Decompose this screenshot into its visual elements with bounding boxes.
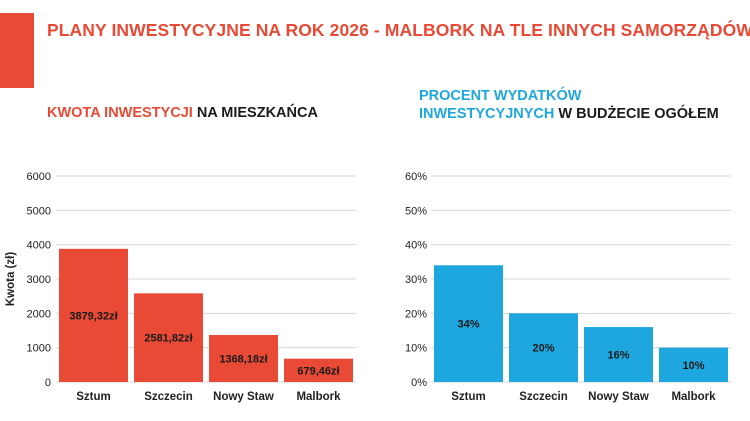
y-tick-label: 60% bbox=[405, 171, 427, 183]
chart-right-title-line-2: INWESTYCYJNYCH W BUDŻECIE OGÓŁEM bbox=[419, 105, 719, 123]
bar bbox=[584, 327, 653, 382]
chart-right-title-rest: W BUDŻECIE OGÓŁEM bbox=[554, 106, 719, 122]
bar-value-label: 3879,32zł bbox=[69, 310, 117, 322]
y-tick-label: 3000 bbox=[27, 274, 51, 286]
x-tick-label: Szczecin bbox=[144, 391, 193, 403]
x-tick-label: Sztum bbox=[451, 391, 486, 403]
x-tick-label: Nowy Staw bbox=[588, 391, 649, 403]
y-tick-label: 0% bbox=[411, 377, 427, 389]
x-tick-label: Sztum bbox=[76, 391, 111, 403]
y-tick-label: 2000 bbox=[27, 308, 51, 320]
bar bbox=[134, 293, 203, 382]
chart-right-title-highlight-1: PROCENT WYDATKÓW bbox=[419, 88, 582, 104]
bar bbox=[659, 347, 728, 382]
x-tick-label: Szczecin bbox=[519, 391, 568, 403]
y-tick-label: 6000 bbox=[27, 171, 51, 183]
bar-value-label: 16% bbox=[607, 350, 629, 362]
x-tick-label: Malbork bbox=[296, 391, 341, 403]
x-tick-label: Nowy Staw bbox=[213, 391, 274, 403]
bar-value-label: 679,46zł bbox=[297, 365, 339, 377]
chart-left-title-highlight: KWOTA INWESTYCJI bbox=[47, 105, 193, 121]
chart-right-title-highlight-2: INWESTYCYJNYCH bbox=[419, 106, 555, 122]
y-tick-label: 1000 bbox=[27, 343, 51, 355]
y-tick-label: 20% bbox=[405, 308, 427, 320]
bar bbox=[509, 313, 578, 382]
chart-left-title-rest: NA MIESZKAŃCA bbox=[192, 105, 318, 121]
chart-left-title: KWOTA INWESTYCJI NA MIESZKAŃCA bbox=[47, 104, 318, 122]
y-tick-label: 40% bbox=[405, 240, 427, 252]
bar bbox=[434, 265, 503, 382]
y-tick-label: 0 bbox=[45, 377, 51, 389]
bar-value-label: 10% bbox=[682, 360, 704, 372]
bar bbox=[284, 358, 353, 382]
accent-block bbox=[0, 13, 34, 88]
bar bbox=[209, 335, 278, 382]
bar-value-label: 34% bbox=[457, 319, 479, 331]
chart-right-title-line-1: PROCENT WYDATKÓW bbox=[419, 87, 719, 105]
y-tick-label: 10% bbox=[405, 343, 427, 355]
bar-value-label: 2581,82zł bbox=[144, 333, 192, 345]
bar-value-label: 20% bbox=[532, 343, 554, 355]
bar-value-label: 1368,18zł bbox=[219, 354, 267, 366]
page-title: PLANY INWESTYCYJNE NA ROK 2026 - MALBORK… bbox=[47, 20, 750, 40]
y-tick-label: 30% bbox=[405, 274, 427, 286]
chart-right-title: PROCENT WYDATKÓW INWESTYCYJNYCH W BUDŻEC… bbox=[419, 87, 719, 123]
x-tick-label: Malbork bbox=[671, 391, 716, 403]
y-tick-label: 50% bbox=[405, 205, 427, 217]
y-axis-label: Kwota (zł) bbox=[5, 252, 17, 306]
bar bbox=[59, 248, 128, 382]
y-tick-label: 5000 bbox=[27, 205, 51, 217]
y-tick-label: 4000 bbox=[27, 240, 51, 252]
